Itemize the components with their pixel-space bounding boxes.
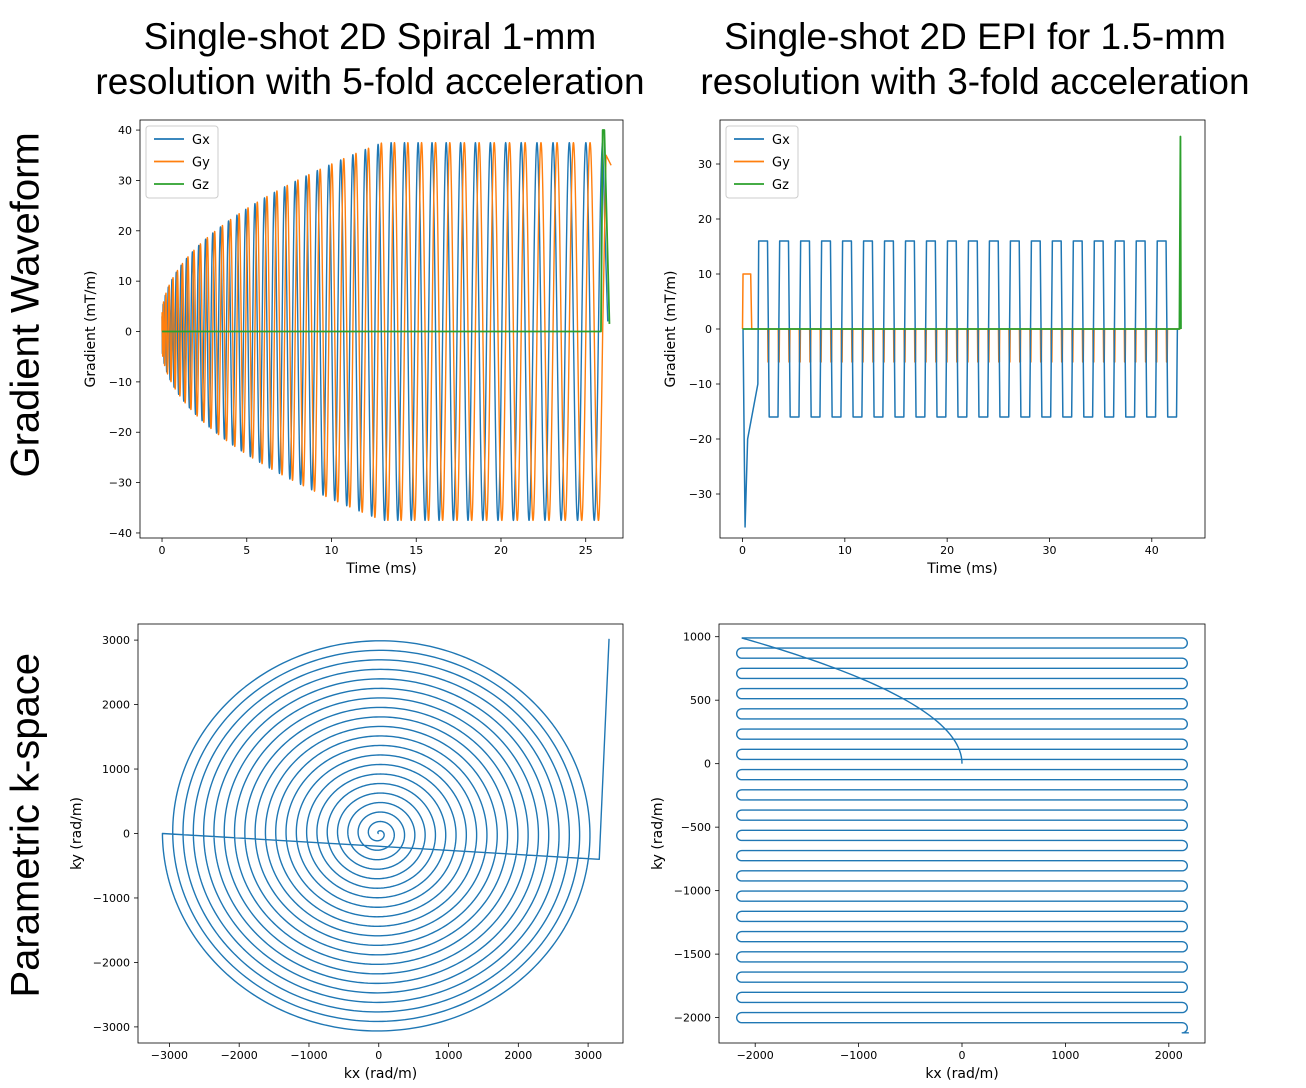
series-gz bbox=[162, 129, 611, 333]
x-tick-label: −1000 bbox=[290, 1049, 327, 1062]
chart-spiral_kspace: −3000 −2000 −1000 0 1000 2000 3000 −3000 −2000 −1… bbox=[69, 623, 624, 1082]
y-tick-label: 20 bbox=[118, 225, 132, 238]
x-tick-label: 0 bbox=[959, 1049, 966, 1062]
x-axis-label: Time (ms) bbox=[926, 561, 998, 577]
y-tick-label: 20 bbox=[698, 213, 712, 226]
legend: Gx Gy Gz bbox=[725, 125, 799, 199]
x-tick-label: −2000 bbox=[221, 1049, 258, 1062]
y-tick-label: 0 bbox=[123, 828, 130, 841]
axes-frame bbox=[139, 119, 624, 539]
y-tick-label: −20 bbox=[109, 426, 132, 439]
y-tick-label: 1000 bbox=[102, 763, 130, 776]
plot-area-epi_kspace bbox=[735, 637, 1189, 1034]
series-gz bbox=[742, 135, 1182, 330]
chart-epi_gradient: 0 10 20 30 40 −30 −20 −10 0 10 20 30 Time (ms) Gradie… bbox=[663, 119, 1206, 577]
x-tick-label: 10 bbox=[838, 544, 852, 557]
plot-area-spiral_kspace bbox=[161, 638, 610, 1032]
y-tick-label: −30 bbox=[689, 488, 712, 501]
col-title-epi-line2: resolution with 3-fold acceleration bbox=[700, 61, 1250, 102]
y-tick-label: 10 bbox=[698, 268, 712, 281]
series-kspace-prephaser bbox=[741, 637, 963, 764]
legend-label-gy: Gy bbox=[772, 156, 790, 171]
x-tick-label: 30 bbox=[1042, 544, 1056, 557]
y-axis-label: Gradient (mT/m) bbox=[83, 271, 99, 388]
chart-epi_kspace: −2000 −1000 0 1000 2000 −2000 −1500 −1000 −500 0 5… bbox=[650, 623, 1206, 1082]
y-tick-label: 1000 bbox=[683, 631, 711, 644]
legend-label-gx: Gx bbox=[772, 133, 790, 148]
x-axis-label: kx (rad/m) bbox=[925, 1066, 998, 1082]
x-tick-label: 3000 bbox=[574, 1049, 602, 1062]
y-tick-label: 30 bbox=[118, 174, 132, 187]
y-tick-label: −40 bbox=[109, 527, 132, 540]
y-tick-label: −20 bbox=[689, 433, 712, 446]
y-tick-label: −2000 bbox=[93, 956, 130, 969]
series-gx bbox=[742, 240, 1179, 528]
y-tick-label: −3000 bbox=[93, 1021, 130, 1034]
y-tick-label: −1000 bbox=[674, 885, 711, 898]
legend-label-gz: Gz bbox=[192, 178, 209, 193]
x-tick-label: 40 bbox=[1145, 544, 1159, 557]
series-gx bbox=[161, 141, 609, 522]
series-kspace bbox=[161, 638, 610, 1032]
y-tick-label: −500 bbox=[681, 821, 711, 834]
y-tick-label: −2000 bbox=[674, 1012, 711, 1025]
x-tick-label: 2000 bbox=[504, 1049, 532, 1062]
col-title-spiral-line1: Single-shot 2D Spiral 1-mm bbox=[143, 16, 597, 57]
x-tick-label: 1000 bbox=[435, 1049, 463, 1062]
x-axis-label: kx (rad/m) bbox=[344, 1066, 417, 1082]
col-title-spiral-line2: resolution with 5-fold acceleration bbox=[95, 61, 645, 102]
y-tick-label: 3000 bbox=[102, 634, 130, 647]
x-axis-label: Time (ms) bbox=[345, 561, 417, 577]
series-kspace bbox=[735, 637, 1189, 1034]
x-tick-label: 15 bbox=[409, 544, 423, 557]
y-tick-label: 30 bbox=[698, 158, 712, 171]
legend-label-gx: Gx bbox=[192, 133, 210, 148]
y-axis-label: ky (rad/m) bbox=[650, 797, 666, 870]
col-title-epi: Single-shot 2D EPI for 1.5-mm resolution… bbox=[660, 14, 1290, 104]
legend: Gx Gy Gz bbox=[145, 125, 219, 199]
x-tick-label: −3000 bbox=[151, 1049, 188, 1062]
x-tick-label: 5 bbox=[243, 544, 250, 557]
y-axis-label: Gradient (mT/m) bbox=[663, 271, 679, 388]
y-tick-label: 500 bbox=[690, 694, 711, 707]
y-tick-label: 10 bbox=[118, 275, 132, 288]
col-title-epi-line1: Single-shot 2D EPI for 1.5-mm bbox=[724, 16, 1226, 57]
y-tick-label: −10 bbox=[109, 376, 132, 389]
x-tick-label: −2000 bbox=[737, 1049, 774, 1062]
plot-area-spiral_gradient bbox=[161, 129, 612, 522]
series-gy bbox=[161, 141, 612, 522]
axes-frame bbox=[718, 623, 1206, 1044]
y-tick-label: −30 bbox=[109, 477, 132, 490]
y-tick-label: 0 bbox=[125, 326, 132, 339]
y-tick-label: 0 bbox=[705, 323, 712, 336]
x-tick-label: 0 bbox=[375, 1049, 382, 1062]
x-tick-label: 20 bbox=[940, 544, 954, 557]
legend-label-gz: Gz bbox=[772, 178, 789, 193]
y-axis-label: ky (rad/m) bbox=[69, 797, 85, 870]
x-tick-label: 0 bbox=[159, 544, 166, 557]
x-tick-label: 2000 bbox=[1155, 1049, 1183, 1062]
chart-spiral_gradient: 0 5 10 15 20 25 −40 −30 −20 −10 0 10 20 30 40 Time (ms)… bbox=[83, 119, 624, 577]
col-title-spiral: Single-shot 2D Spiral 1-mm resolution wi… bbox=[60, 14, 680, 104]
axes-frame bbox=[137, 623, 624, 1044]
y-tick-label: 40 bbox=[118, 124, 132, 137]
y-tick-label: −10 bbox=[689, 378, 712, 391]
x-tick-label: −1000 bbox=[840, 1049, 877, 1062]
y-tick-label: −1000 bbox=[93, 892, 130, 905]
x-tick-label: 1000 bbox=[1051, 1049, 1079, 1062]
x-tick-label: 0 bbox=[739, 544, 746, 557]
plot-area-epi_gradient bbox=[741, 135, 1182, 528]
y-tick-label: 2000 bbox=[102, 699, 130, 712]
legend-label-gy: Gy bbox=[192, 156, 210, 171]
y-tick-label: −1500 bbox=[674, 948, 711, 961]
x-tick-label: 20 bbox=[494, 544, 508, 557]
axes-frame bbox=[719, 119, 1206, 539]
y-tick-label: 0 bbox=[704, 758, 711, 771]
x-tick-label: 25 bbox=[579, 544, 593, 557]
x-tick-label: 10 bbox=[325, 544, 339, 557]
